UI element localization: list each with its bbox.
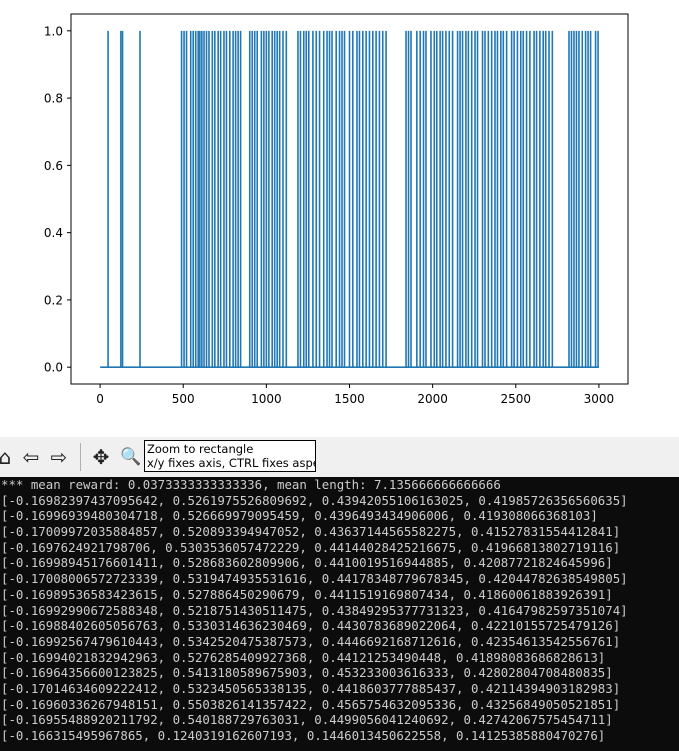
console-line: [-0.16960336267948151, 0.550382614135742… xyxy=(1,696,621,712)
navigation-toolbar: ⌂ ⇦ ⇨ ✥ 🔍 xyxy=(0,437,679,478)
console-line: [-0.16989536583423615, 0.527886450290679… xyxy=(1,586,613,602)
line-chart: 0 500 1000 1500 2000 2500 3000 0.0 0.2 0.4 0.6 0.8… xyxy=(44,13,629,406)
y-tick-label: 0.0 xyxy=(44,361,63,375)
y-axis: 0.0 0.2 0.4 0.6 0.8 1.0 xyxy=(44,24,71,375)
console-line: [-0.17014634609222412, 0.532345056533813… xyxy=(1,680,621,696)
x-tick-label: 1500 xyxy=(334,392,365,406)
y-tick-label: 0.4 xyxy=(44,226,63,240)
console-line: [-0.16988402605056763, 0.533031463623046… xyxy=(1,618,621,634)
plot-series xyxy=(100,30,599,368)
console-line: [-0.16994021832942963, 0.527628540992736… xyxy=(1,649,606,665)
x-tick-label: 500 xyxy=(172,392,195,406)
pan-icon[interactable]: ✥ xyxy=(92,445,110,469)
console-line: [-0.16982397437095642, 0.526197552680969… xyxy=(1,492,628,508)
figure-area: 0 500 1000 1500 2000 2500 3000 0.0 0.2 0.4 0.6 0.8… xyxy=(43,13,629,406)
x-tick-label: 2000 xyxy=(417,392,448,406)
tooltip-hint: x/y fixes axis, CTRL fixes aspect xyxy=(147,456,316,470)
home-icon[interactable]: ⌂ xyxy=(0,445,12,469)
x-tick-label: 0 xyxy=(96,392,104,406)
zoom-tooltip: Zoom to rectangle x/y fixes axis, CTRL f… xyxy=(144,440,316,472)
tooltip-title: Zoom to rectangle xyxy=(147,442,254,456)
console-line: [-0.16964356600123825, 0.541318058967590… xyxy=(1,665,613,681)
console-output: *** mean reward: 0.0373333333333336, mea… xyxy=(0,477,679,751)
toolbar-separator xyxy=(80,443,81,471)
console-line: [-0.16992567479610443, 0.534252047538757… xyxy=(1,633,621,649)
x-tick-label: 1000 xyxy=(251,392,282,406)
console-line: [-0.16996939480304718, 0.526669979095459… xyxy=(1,508,598,524)
console-line: [-0.1697624921798706, 0.5303536057472229… xyxy=(1,539,621,555)
console-line: [-0.16998945176601411, 0.528683602809906… xyxy=(1,555,613,571)
x-axis: 0 500 1000 1500 2000 2500 3000 xyxy=(96,384,614,406)
console-line: [-0.16992990672588348, 0.521875143051147… xyxy=(1,602,628,618)
x-tick-label: 3000 xyxy=(584,392,615,406)
x-tick-label: 2500 xyxy=(500,392,531,406)
y-tick-label: 1.0 xyxy=(44,24,63,38)
console-line: [-0.17009972035884857, 0.520893394947052… xyxy=(1,524,621,540)
console-summary-line: *** mean reward: 0.0373333333333336, mea… xyxy=(1,477,501,492)
back-icon[interactable]: ⇦ xyxy=(22,445,40,469)
console-line: [-0.16955488920211792, 0.540188729763031… xyxy=(1,712,613,728)
y-tick-label: 0.2 xyxy=(44,293,63,307)
y-tick-label: 0.8 xyxy=(44,92,63,106)
y-tick-label: 0.6 xyxy=(44,159,63,173)
forward-icon[interactable]: ⇨ xyxy=(50,445,68,469)
zoom-icon[interactable]: 🔍 xyxy=(120,447,142,467)
console-line: [-0.166315495967865, 0.1240319162607193,… xyxy=(1,728,606,743)
console-line: [-0.17008006572723339, 0.531947493553161… xyxy=(1,571,628,587)
